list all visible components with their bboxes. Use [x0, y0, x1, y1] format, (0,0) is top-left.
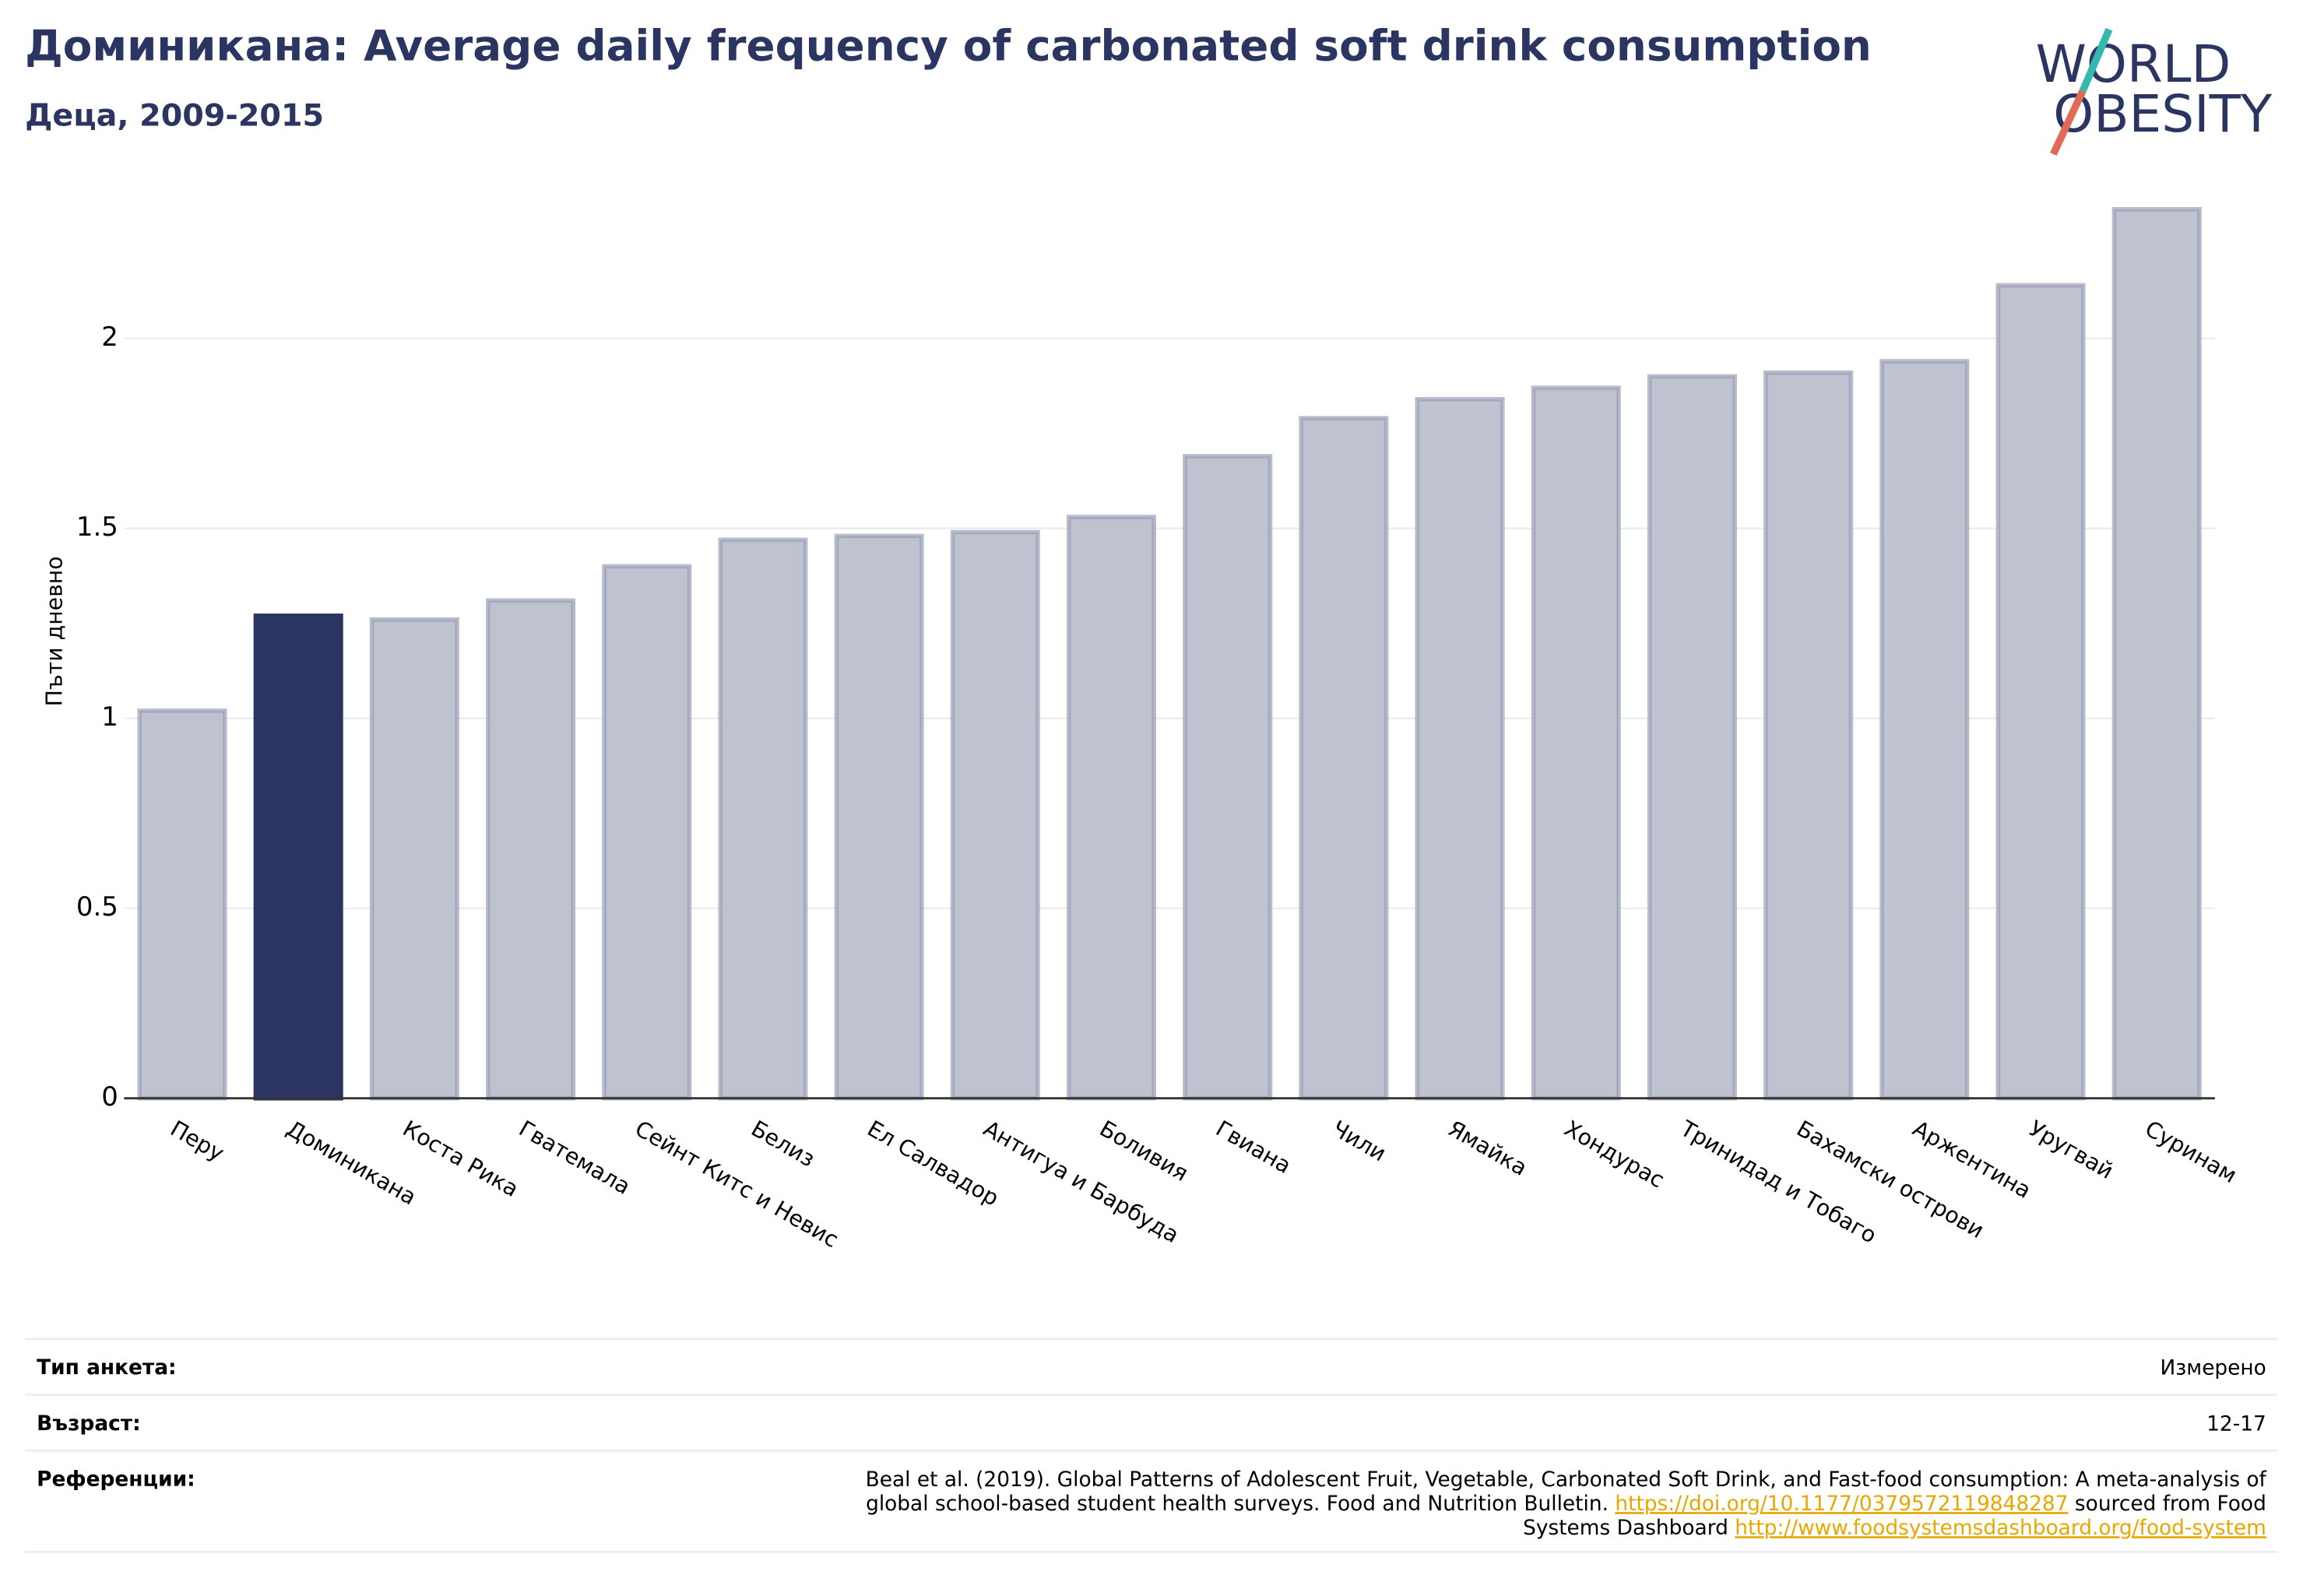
x-tick-label: Боливия	[1095, 1116, 1193, 1186]
footer-label: Референции:	[37, 1468, 195, 1492]
logo-slash	[2050, 89, 2087, 156]
footer-text: sourced from Food	[2069, 1492, 2266, 1516]
x-tick-label: Уругвай	[2024, 1116, 2118, 1184]
bar	[369, 617, 459, 1101]
footer-value: Beal et al. (2019). Global Patterns of A…	[866, 1468, 2267, 1492]
chart-title: Доминикана: Average daily frequency of c…	[25, 20, 1872, 70]
x-tick-label: Белиз	[747, 1116, 819, 1172]
footer-link[interactable]: https://doi.org/10.1177/0379572119848287	[1615, 1492, 2068, 1516]
x-tick-label: Бахамски острови	[1792, 1116, 1988, 1243]
bar	[1879, 359, 1970, 1101]
bar	[1531, 385, 1621, 1101]
y-tick-label: 1.5	[76, 511, 118, 543]
x-tick-label: Суринам	[2141, 1116, 2241, 1189]
bar	[834, 533, 924, 1101]
footer-link[interactable]: http://www.foodsystemsdashboard.org/food…	[1735, 1516, 2266, 1540]
bar	[1415, 396, 1505, 1101]
footer-value: Systems Dashboard http://www.foodsystems…	[1523, 1516, 2266, 1540]
footer-label: Възраст:	[37, 1411, 141, 1436]
logo-text: WORLD	[2036, 34, 2231, 94]
bar	[253, 613, 343, 1101]
footer-text: global school-based student health surve…	[866, 1492, 1615, 1516]
x-tick-label: Гвиана	[1211, 1116, 1296, 1179]
x-tick-label: Гватемала	[515, 1116, 635, 1200]
footer-label: Тип анкета:	[37, 1355, 176, 1380]
footer-value: 12-17	[2206, 1411, 2266, 1436]
x-tick-label: Перу	[166, 1116, 228, 1166]
bar	[1299, 416, 1389, 1101]
y-tick-label: 1	[101, 701, 118, 733]
x-tick-label: Хондурас	[1560, 1116, 1669, 1193]
bar	[602, 564, 692, 1101]
x-tick-label: Ел Салвадор	[863, 1116, 1003, 1211]
logo: WORLD OBESITY	[2036, 27, 2273, 156]
bar	[2111, 206, 2202, 1101]
y-tick-label: 0	[101, 1081, 118, 1113]
x-tick-label: Антигуа и Барбуда	[979, 1116, 1183, 1248]
y-axis-label: Пъти дневно	[42, 556, 68, 706]
footer-text: 12-17	[2206, 1411, 2266, 1436]
bar	[1647, 374, 1737, 1101]
footer-text: Измерено	[2161, 1355, 2266, 1380]
x-tick-label: Сейнт Китс и Невис	[631, 1116, 843, 1253]
bar	[137, 708, 227, 1101]
bar	[1995, 283, 2086, 1101]
x-tick-label: Ямайка	[1443, 1116, 1531, 1181]
x-tick-label: Тринидад и Тобаго	[1675, 1115, 1881, 1248]
footer-value: Измерено	[2161, 1355, 2266, 1380]
bar	[486, 598, 576, 1101]
x-tick-label: Чили	[1327, 1116, 1391, 1167]
bar	[1183, 454, 1273, 1101]
y-tick-label: 2	[101, 322, 118, 353]
logo-text: OBESITY	[2053, 84, 2273, 144]
bar	[1763, 370, 1854, 1101]
footer-value: global school-based student health surve…	[866, 1492, 2266, 1516]
y-tick-label: 0.5	[76, 891, 118, 923]
footer-text: Systems Dashboard	[1523, 1516, 1735, 1540]
bar	[1066, 515, 1157, 1101]
x-tick-label: Доминикана	[282, 1116, 420, 1211]
bar	[718, 537, 808, 1101]
chart-subtitle: Деца, 2009-2015	[25, 97, 324, 133]
bar	[950, 529, 1040, 1101]
footer-text: Beal et al. (2019). Global Patterns of A…	[866, 1468, 2267, 1492]
logo-slash	[2079, 27, 2113, 93]
